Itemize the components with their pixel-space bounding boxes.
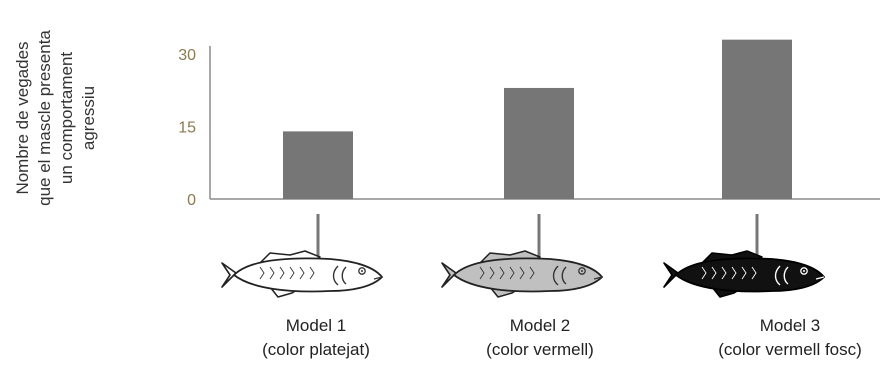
category-label-name: Model 2: [510, 316, 570, 335]
y-axis-title-line: un comportament: [57, 52, 76, 185]
bars: [283, 39, 792, 200]
y-tick-label: 15: [178, 120, 196, 137]
category-label-color: (color vermell): [486, 340, 594, 359]
y-axis-title-line: que el mascle presenta: [35, 30, 54, 206]
bar: [283, 131, 353, 199]
fish-illustrations: [221, 250, 826, 298]
bar: [504, 87, 574, 199]
category-label-name: Model 1: [286, 316, 346, 335]
category-label-name: Model 3: [760, 316, 820, 335]
y-tick-labels: 0 15 30: [178, 47, 196, 209]
y-axis-title: Nombre de vegades que el mascle presenta u…: [13, 30, 98, 206]
fish-icon: [441, 250, 604, 298]
category-label-color: (color vermell fosc): [718, 340, 862, 359]
fish-stems: [316, 214, 759, 258]
fish-icon: [221, 250, 384, 298]
bar: [722, 39, 792, 200]
y-axis-title-line: agressiu: [79, 86, 98, 150]
y-tick-label: 30: [178, 47, 196, 64]
y-axis-title-line: Nombre de vegades: [13, 41, 32, 194]
y-tick-label: 0: [187, 192, 196, 209]
fish-icon: [663, 250, 826, 298]
category-labels: Model 1 (color platejat) Model 2 (color ver…: [262, 316, 862, 359]
category-label-color: (color platejat): [262, 340, 370, 359]
